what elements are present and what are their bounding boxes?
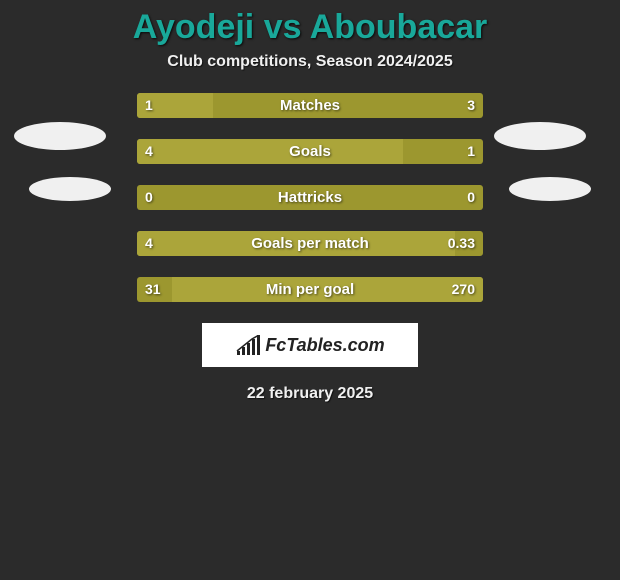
stat-value-right: 270 — [452, 277, 475, 302]
bar-chart-icon — [235, 335, 261, 355]
stat-value-right: 0.33 — [448, 231, 475, 256]
stat-row: 4Goals1 — [137, 139, 483, 164]
stats-bars-container: 1Matches34Goals10Hattricks04Goals per ma… — [137, 93, 483, 302]
stat-row: 4Goals per match0.33 — [137, 231, 483, 256]
player-oval-right-1 — [509, 177, 591, 201]
stat-label: Hattricks — [137, 185, 483, 210]
stat-value-right: 1 — [467, 139, 475, 164]
stat-value-right: 3 — [467, 93, 475, 118]
comparison-title: Ayodeji vs Aboubacar — [0, 0, 620, 53]
stat-row: 0Hattricks0 — [137, 185, 483, 210]
stat-value-right: 0 — [467, 185, 475, 210]
stat-row: 31Min per goal270 — [137, 277, 483, 302]
stat-label: Min per goal — [137, 277, 483, 302]
stat-label: Matches — [137, 93, 483, 118]
player-oval-left-0 — [14, 122, 106, 150]
comparison-date: 22 february 2025 — [0, 385, 620, 403]
logo-text: FcTables.com — [265, 335, 384, 356]
stat-label: Goals per match — [137, 231, 483, 256]
fctables-logo: FcTables.com — [202, 323, 418, 367]
comparison-subtitle: Club competitions, Season 2024/2025 — [0, 53, 620, 93]
player-oval-right-0 — [494, 122, 586, 150]
stat-label: Goals — [137, 139, 483, 164]
stat-row: 1Matches3 — [137, 93, 483, 118]
player-oval-left-1 — [29, 177, 111, 201]
